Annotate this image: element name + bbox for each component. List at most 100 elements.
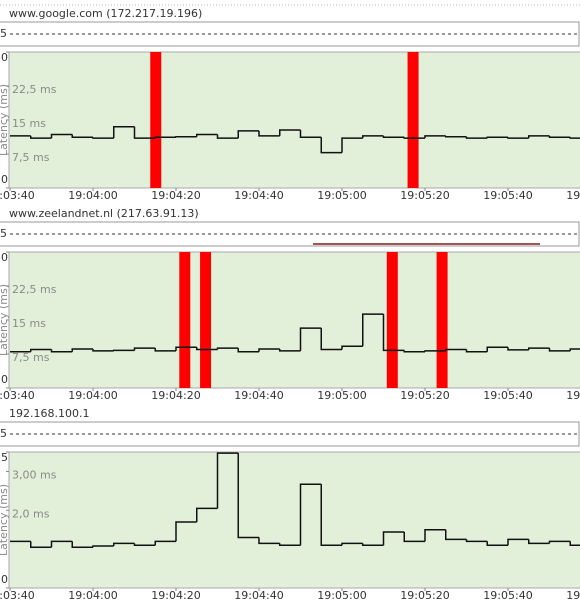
y-tick-label: 3,5 <box>0 451 8 464</box>
x-tick-label: 19:06:00 <box>566 389 580 402</box>
y-tick-label: 15 ms <box>12 117 46 130</box>
latency-step <box>279 129 301 136</box>
latency-step <box>71 348 93 352</box>
y-axis-title: Latency (ms) <box>0 84 10 156</box>
latency-step <box>465 136 488 139</box>
latency-step <box>362 543 384 547</box>
y-axis-title: Latency (ms) <box>0 484 10 556</box>
latency-step <box>445 348 467 351</box>
loss-bar <box>436 252 448 388</box>
latency-step <box>113 126 135 139</box>
latency-step <box>382 135 405 138</box>
latency-step <box>548 348 571 352</box>
x-tick-label: 19:05:40 <box>483 189 532 202</box>
y-axis-title: Latency (ms) <box>0 284 10 356</box>
latency-step <box>445 529 467 541</box>
x-tick-label: 19:05:20 <box>400 389 449 402</box>
panel-title: www.google.com (172.217.19.196) <box>9 7 202 20</box>
latency-step <box>362 135 384 139</box>
x-tick-label: 19:04:40 <box>234 189 283 202</box>
latency-step <box>528 347 550 350</box>
latency-step <box>299 327 322 351</box>
latency-step <box>113 542 135 547</box>
latency-step <box>133 347 156 351</box>
latency-step <box>237 348 259 353</box>
latency-step <box>424 350 446 352</box>
latency-step <box>403 532 425 543</box>
latency-step <box>424 528 446 542</box>
latency-step <box>30 541 52 548</box>
latency-step <box>154 540 176 546</box>
latency-step <box>507 347 529 351</box>
latency-step <box>279 349 301 352</box>
x-tick-label: 19:03:40 <box>0 389 35 402</box>
y-tick-label: 15 ms <box>12 317 46 330</box>
latency-step <box>507 538 529 546</box>
x-tick-label: 19:04:00 <box>68 589 117 602</box>
latency-step <box>196 507 218 522</box>
y-tick-label: 22,5 ms <box>12 83 57 96</box>
latency-step <box>486 136 508 139</box>
latency-step <box>30 348 52 352</box>
x-tick-label: 19:05:00 <box>317 189 366 202</box>
latency-step <box>486 541 508 547</box>
latency-step <box>403 137 425 139</box>
x-tick-label: 19:04:40 <box>234 589 283 602</box>
x-tick-label: 19:04:20 <box>151 589 200 602</box>
latency-step <box>50 349 73 353</box>
latency-step <box>71 134 93 138</box>
x-tick-label: 19:03:40 <box>0 189 35 202</box>
latency-step <box>258 348 280 352</box>
latency-step <box>548 135 571 138</box>
latency-step <box>507 137 529 139</box>
y-tick-label: 30 <box>0 51 8 64</box>
latency-step <box>71 541 93 548</box>
plot-area <box>8 251 580 389</box>
latency-step <box>92 349 114 352</box>
latency-step <box>569 541 580 547</box>
x-tick-label: 19:05:20 <box>400 589 449 602</box>
x-tick-label: 19:05:20 <box>400 189 449 202</box>
latency-step <box>175 346 197 351</box>
latency-step <box>133 126 156 139</box>
loss-strip-label: 5 <box>0 27 7 40</box>
x-tick-label: 19:06:00 <box>566 189 580 202</box>
latency-step <box>237 453 259 539</box>
latency-step <box>569 137 580 139</box>
latency-step <box>258 130 280 137</box>
loss-bar <box>200 252 212 388</box>
x-tick-label: 19:04:20 <box>151 389 200 402</box>
panel-title: www.zeelandnet.nl (217.63.91.13) <box>9 207 199 220</box>
latency-step <box>50 540 73 548</box>
latency-step <box>258 537 280 545</box>
latency-step <box>362 313 384 347</box>
latency-step <box>320 137 342 154</box>
x-tick-label: 19:03:40 <box>0 589 35 602</box>
x-tick-label: 19:05:00 <box>317 589 366 602</box>
loss-strip-label: 5 <box>0 427 7 440</box>
latency-step <box>569 348 580 351</box>
y-tick-label: 22,5 ms <box>12 283 57 296</box>
y-tick-label: 0 <box>1 173 8 186</box>
latency-step <box>548 540 571 544</box>
x-tick-label: 19:05:00 <box>317 389 366 402</box>
latency-step <box>50 133 73 139</box>
latency-step <box>465 539 488 543</box>
plot-area <box>8 51 580 189</box>
y-tick-label: 30 <box>0 251 8 264</box>
x-tick-label: 19:05:40 <box>483 389 532 402</box>
y-tick-label: 2,0 ms <box>12 507 50 520</box>
latency-step <box>465 349 488 353</box>
latency-step <box>133 543 156 547</box>
latency-step <box>528 135 550 139</box>
latency-step <box>196 347 218 351</box>
latency-step <box>279 543 301 547</box>
latency-step <box>154 348 176 352</box>
loss-bar <box>150 52 162 188</box>
latency-step <box>299 129 322 138</box>
latency-step <box>299 483 322 546</box>
latency-step <box>382 531 405 546</box>
latency-step <box>341 542 363 546</box>
y-tick-label: 7,5 ms <box>12 351 50 364</box>
latency-step <box>30 135 52 139</box>
